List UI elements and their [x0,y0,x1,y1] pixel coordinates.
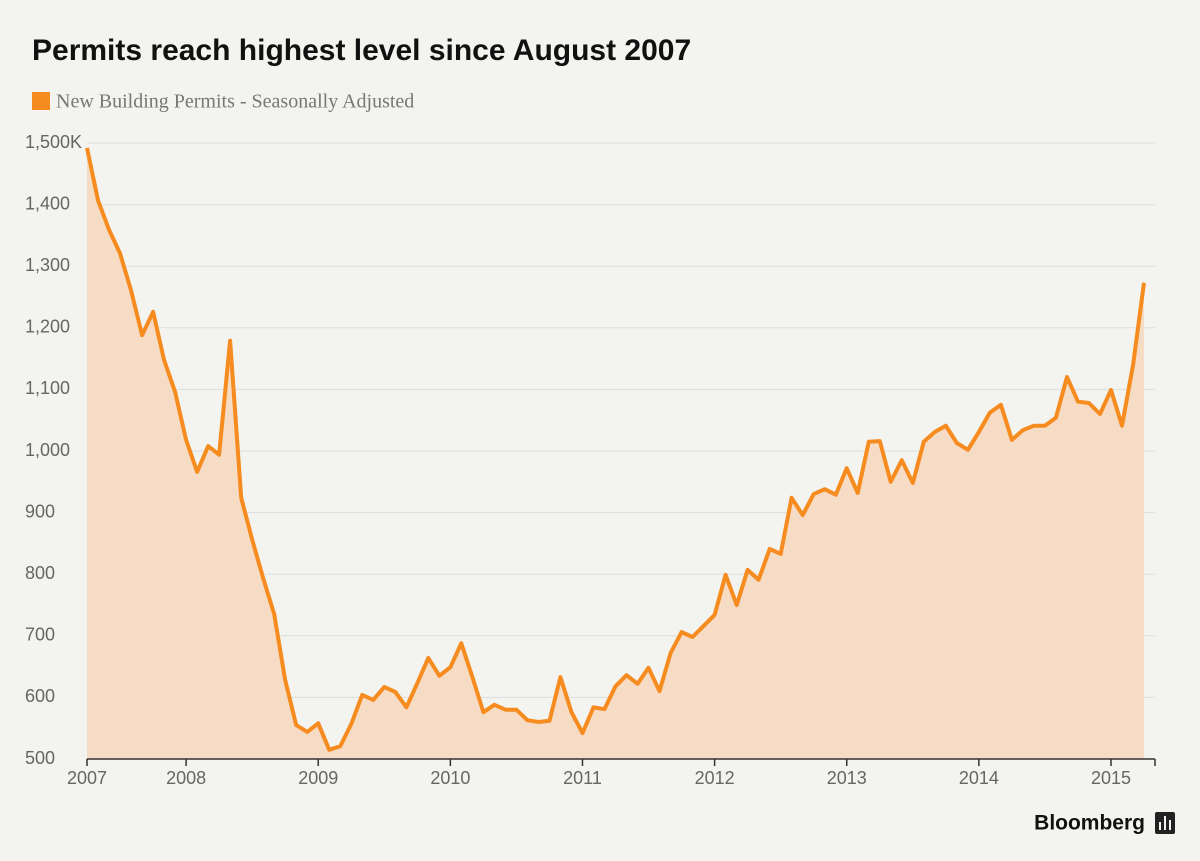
logo-icon [1155,812,1175,834]
x-tick-label: 2015 [1091,768,1131,788]
legend-label: New Building Permits - Seasonally Adjust… [56,91,414,113]
x-tick-label: 2009 [298,768,338,788]
y-tick-label: 1,400 [25,193,70,213]
x-tick-label: 2008 [166,768,206,788]
y-tick-label: 1,200 [25,317,70,337]
y-tick-label: 1,300 [25,255,70,275]
x-tick-label: 2007 [67,768,107,788]
x-tick-label: 2014 [959,768,999,788]
x-tick-label: 2013 [827,768,867,788]
y-tick-label: 1,000 [25,440,70,460]
x-tick-label: 2010 [430,768,470,788]
y-tick-label: 600 [25,686,55,706]
source-logo: Bloomberg [1034,812,1145,835]
y-tick-label: 1,500K [25,132,82,152]
y-tick-label: 700 [25,625,55,645]
y-tick-label: 1,100 [25,378,70,398]
x-tick-label: 2012 [695,768,735,788]
line [85,147,1146,752]
y-tick-label: 500 [25,748,55,768]
y-tick-label: 900 [25,501,55,521]
chart-title: Permits reach highest level since August… [32,34,691,67]
x-tick-label: 2011 [563,768,602,788]
y-tick-label: 800 [25,563,55,583]
legend-swatch [32,92,50,110]
area [87,147,1144,759]
